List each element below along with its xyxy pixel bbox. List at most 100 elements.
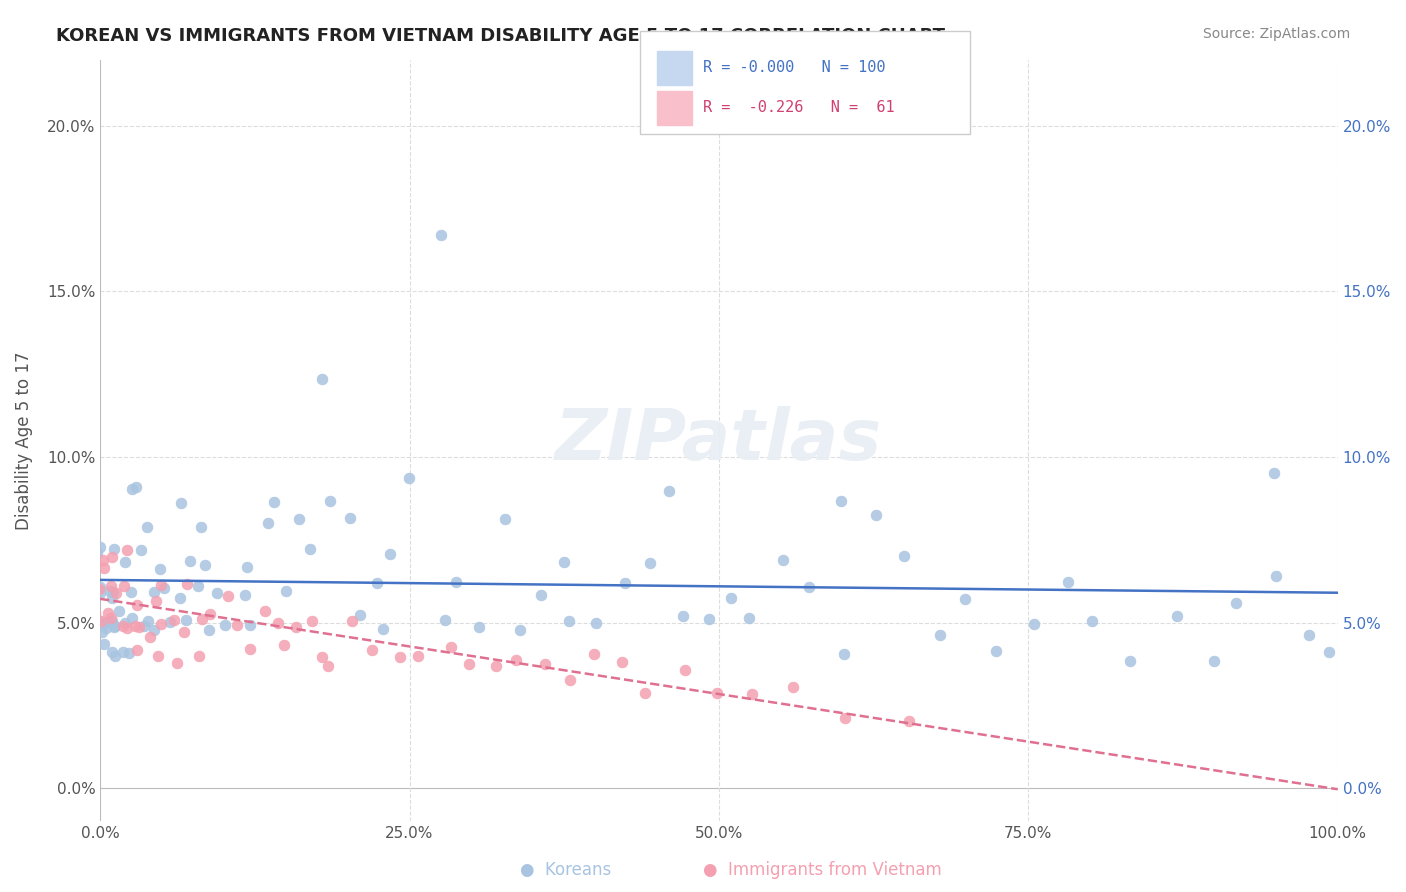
Point — [233, 588, 256, 602]
Point — [143, 623, 166, 637]
Point — [97, 607, 120, 621]
Point — [494, 512, 516, 526]
Point — [1202, 654, 1225, 668]
Text: ZIPatlas: ZIPatlas — [555, 406, 883, 475]
Point — [150, 617, 173, 632]
Text: ●  Immigrants from Vietnam: ● Immigrants from Vietnam — [703, 861, 942, 879]
Point — [697, 612, 720, 626]
Point — [111, 619, 134, 633]
Point — [558, 673, 581, 687]
Point — [301, 614, 323, 628]
Point — [101, 549, 124, 564]
Point — [797, 580, 820, 594]
Point — [509, 623, 531, 637]
Point — [558, 615, 581, 629]
Point — [103, 620, 125, 634]
Point — [103, 648, 125, 663]
Point — [311, 372, 333, 386]
Point — [159, 615, 181, 629]
Point — [1166, 608, 1188, 623]
Point — [176, 576, 198, 591]
Point — [530, 588, 553, 602]
Point — [121, 483, 143, 497]
Point — [865, 508, 887, 523]
Text: R = -0.000   N = 100: R = -0.000 N = 100 — [703, 61, 886, 75]
Point — [100, 591, 122, 605]
Point — [187, 648, 209, 663]
Point — [214, 617, 236, 632]
Point — [235, 559, 257, 574]
Point — [90, 614, 112, 628]
Point — [98, 584, 121, 599]
Point — [720, 591, 742, 606]
Point — [225, 618, 247, 632]
Point — [468, 620, 491, 634]
Point — [741, 687, 763, 701]
Point — [672, 609, 695, 624]
Point — [173, 624, 195, 639]
Point — [89, 586, 111, 600]
Point — [104, 586, 127, 600]
Point — [316, 659, 339, 673]
Point — [378, 547, 401, 561]
Point — [342, 614, 364, 628]
Point — [429, 228, 451, 243]
Point — [198, 607, 221, 622]
Point — [191, 612, 214, 626]
Point — [458, 657, 481, 672]
Text: R =  -0.226   N =  61: R = -0.226 N = 61 — [703, 101, 894, 115]
Point — [434, 613, 457, 627]
Point — [254, 603, 277, 617]
Point — [114, 555, 136, 569]
Point — [217, 589, 239, 603]
Point — [89, 580, 111, 594]
Point — [145, 594, 167, 608]
Point — [311, 650, 333, 665]
Point — [135, 520, 157, 534]
Point — [127, 598, 149, 612]
Point — [583, 647, 606, 661]
Text: ●  Koreans: ● Koreans — [520, 861, 612, 879]
Point — [148, 561, 170, 575]
Point — [239, 617, 262, 632]
Point — [166, 656, 188, 670]
Point — [139, 630, 162, 644]
Point — [1022, 617, 1045, 632]
Point — [634, 686, 657, 700]
Point — [1225, 596, 1247, 610]
Point — [163, 613, 186, 627]
Point — [91, 553, 114, 567]
Point — [83, 580, 105, 594]
Point — [129, 543, 152, 558]
Point — [299, 542, 322, 557]
Point — [153, 581, 176, 595]
Point — [1317, 645, 1340, 659]
Point — [893, 549, 915, 563]
Point — [169, 591, 191, 606]
Point — [373, 622, 395, 636]
Point — [121, 610, 143, 624]
Point — [1119, 654, 1142, 668]
Point — [832, 647, 855, 661]
Point — [93, 561, 115, 575]
Point — [553, 555, 575, 569]
Text: Source: ZipAtlas.com: Source: ZipAtlas.com — [1202, 27, 1350, 41]
Point — [83, 615, 105, 629]
Point — [90, 625, 112, 640]
Point — [898, 714, 921, 728]
Point — [257, 516, 280, 531]
Point — [485, 658, 508, 673]
Point — [366, 576, 388, 591]
Point — [112, 578, 135, 592]
Point — [440, 640, 463, 654]
Point — [610, 655, 633, 669]
Point — [349, 607, 371, 622]
Point — [174, 613, 197, 627]
Point — [128, 619, 150, 633]
Point — [136, 614, 159, 628]
Point — [84, 606, 107, 620]
Point — [120, 585, 142, 599]
Point — [103, 542, 125, 557]
Point — [388, 649, 411, 664]
Point — [1298, 628, 1320, 642]
